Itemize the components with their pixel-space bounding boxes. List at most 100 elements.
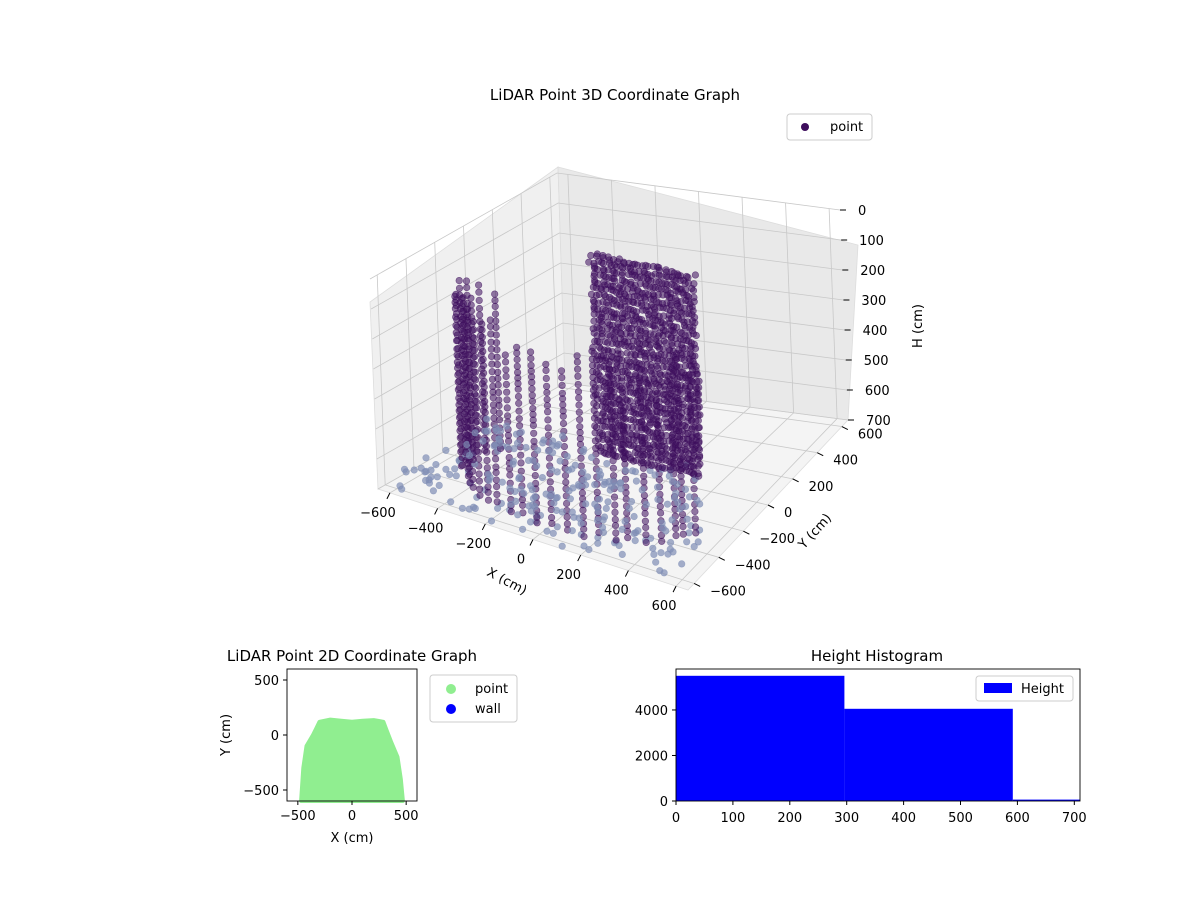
y-tick-label-3d: −200 — [759, 532, 795, 547]
point-3d — [632, 477, 641, 485]
point-3d — [458, 461, 467, 469]
point-3d — [432, 461, 440, 469]
point-3d — [593, 362, 601, 370]
point-3d — [590, 276, 599, 285]
point-3d — [460, 403, 468, 411]
grid-line-x — [828, 208, 838, 419]
point-3d — [646, 320, 654, 328]
point-3d — [583, 473, 592, 481]
point-3d — [484, 496, 493, 504]
point-3d — [595, 495, 604, 503]
y-tick-label-2d: 0 — [271, 729, 279, 744]
point-3d — [646, 419, 654, 427]
legend-3d: point — [786, 113, 873, 141]
point-3d — [517, 459, 525, 467]
point-3d — [487, 517, 496, 525]
point-3d — [564, 466, 573, 474]
point-3d — [503, 422, 511, 430]
point-3d — [612, 536, 620, 544]
point-3d — [568, 527, 576, 535]
point-3d — [575, 401, 583, 409]
point-3d — [656, 502, 664, 511]
grid-line-z — [377, 382, 849, 490]
point-3d — [677, 354, 686, 362]
point-3d — [469, 339, 477, 348]
point-3d — [481, 446, 489, 455]
point-3d — [619, 295, 627, 303]
point-3d — [495, 402, 503, 410]
point-3d — [594, 508, 602, 516]
point-3d — [468, 320, 476, 328]
point-3d — [452, 472, 460, 480]
point-3d — [589, 343, 597, 352]
point-3d — [469, 346, 477, 355]
point-3d — [621, 460, 629, 468]
point-3d — [626, 454, 634, 462]
legend-2d-wall-label: wall — [475, 702, 501, 717]
point-cloud-3d — [396, 250, 704, 577]
point-3d — [555, 440, 563, 449]
point-3d — [595, 343, 604, 351]
point-3d — [563, 452, 571, 460]
y-tick-3d — [693, 583, 701, 587]
point-3d — [492, 455, 500, 463]
point-3d — [529, 494, 538, 503]
point-3d — [507, 508, 515, 516]
point-3d — [668, 358, 676, 366]
point-3d — [542, 360, 550, 368]
point-3d — [611, 430, 619, 439]
point-3d — [694, 469, 702, 478]
point-3d — [609, 451, 617, 459]
grid-line-y — [385, 484, 695, 584]
z-tick-label-3d: 400 — [863, 324, 888, 339]
point-3d — [509, 460, 517, 468]
point-3d — [491, 296, 499, 305]
y-tick-label-3d: 200 — [809, 480, 834, 495]
point-3d — [461, 424, 469, 432]
point-3d — [467, 294, 475, 302]
point-3d — [658, 463, 667, 472]
y-tick-label-hist: 0 — [660, 795, 668, 810]
point-3d — [515, 399, 523, 407]
point-3d — [658, 519, 666, 527]
point-3d — [600, 291, 608, 299]
y-tick-3d — [743, 530, 750, 535]
point-3d — [610, 478, 618, 486]
point-3d — [621, 517, 629, 526]
point-3d — [656, 408, 665, 417]
point-3d — [557, 367, 566, 375]
point-3d — [640, 267, 648, 276]
point-3d — [666, 463, 674, 471]
point-3d — [627, 329, 635, 337]
point-3d — [517, 467, 525, 475]
point-3d — [694, 462, 702, 470]
point-3d — [576, 423, 584, 431]
point-3d — [610, 333, 618, 341]
point-3d — [544, 416, 552, 424]
point-3d — [476, 311, 484, 319]
point-3d — [619, 426, 627, 434]
point-3d — [611, 508, 619, 517]
point-3d — [641, 517, 650, 525]
point-3d — [512, 430, 521, 438]
point-3d — [472, 419, 480, 427]
point-3d — [427, 466, 435, 474]
point-3d — [472, 441, 481, 449]
point-3d — [433, 473, 441, 481]
point-3d — [553, 494, 561, 502]
point-3d — [533, 519, 541, 527]
point-3d — [652, 420, 660, 428]
point-3d — [580, 525, 588, 533]
x-tick-3d — [386, 492, 391, 500]
point-3d — [652, 362, 661, 370]
point-3d — [592, 368, 601, 376]
point-3d — [549, 529, 557, 537]
point-3d — [587, 251, 595, 260]
point-3d — [641, 509, 649, 518]
point-3d — [679, 522, 687, 531]
point-3d — [667, 423, 675, 432]
x-tick-label-hist: 400 — [891, 811, 916, 826]
point-3d — [598, 402, 606, 410]
point-3d — [653, 341, 661, 350]
